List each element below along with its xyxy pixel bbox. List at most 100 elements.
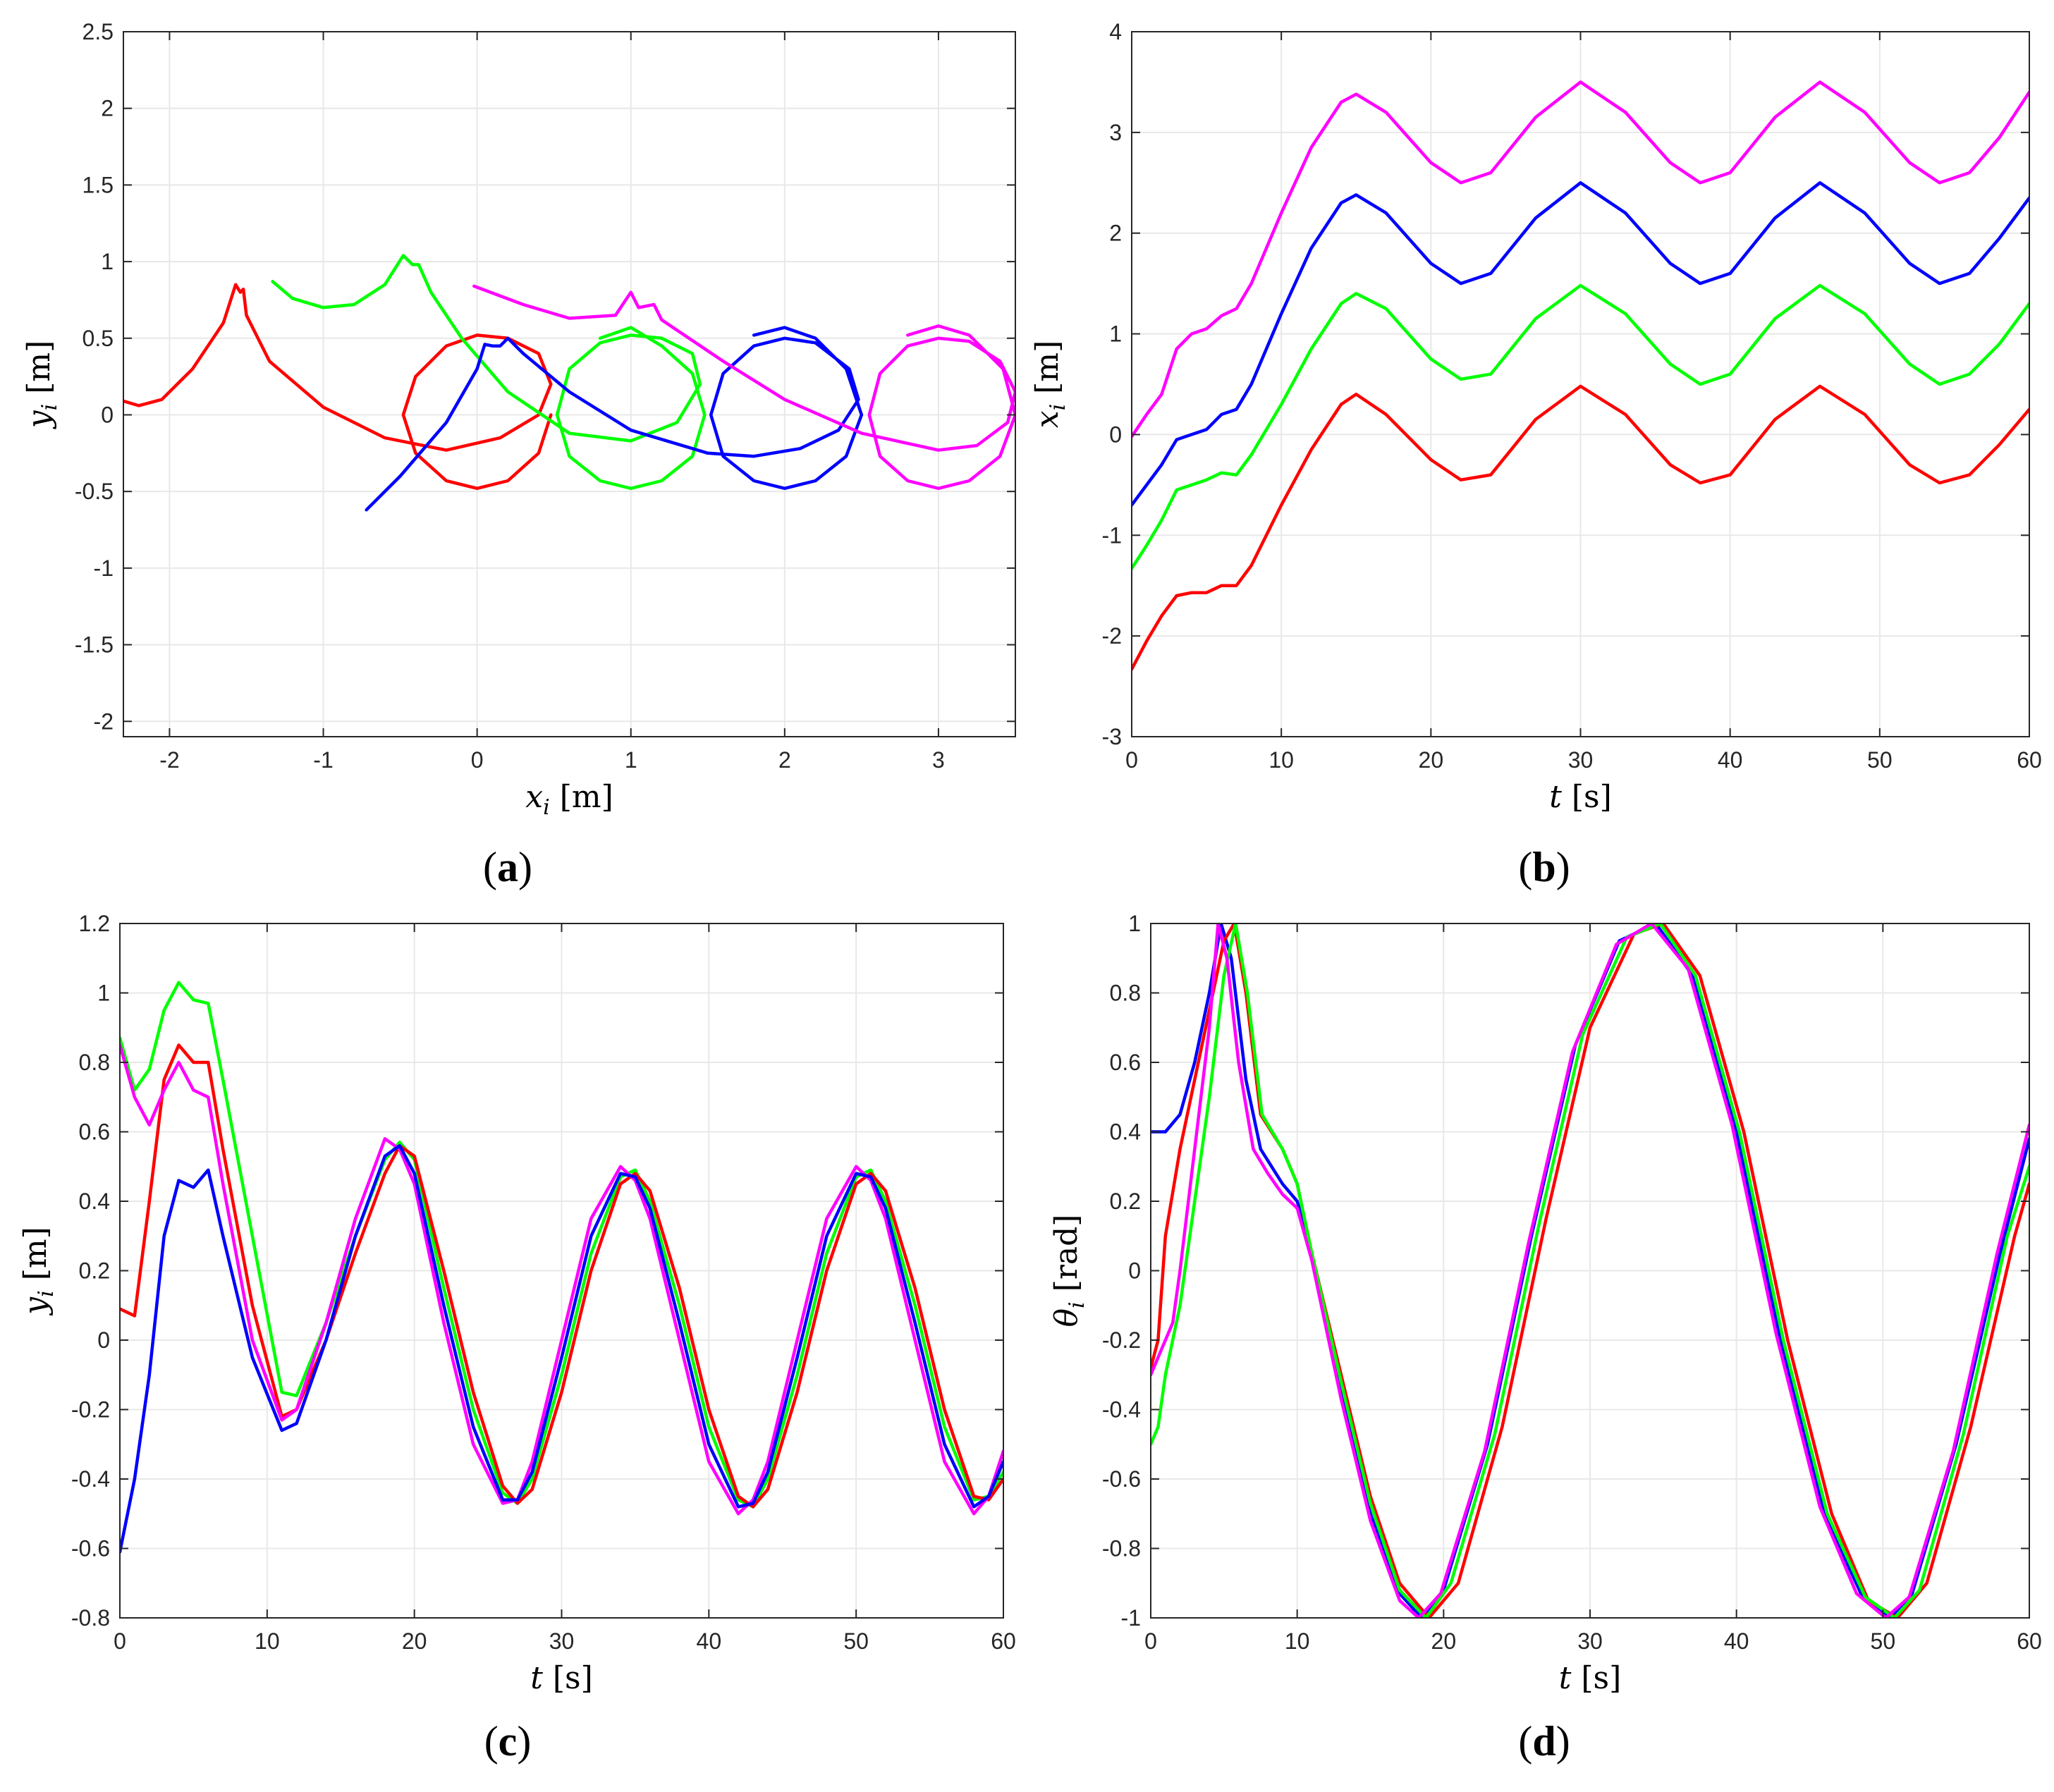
series-line-green	[271, 254, 707, 491]
y-tick-label: 0.4	[1110, 1119, 1141, 1145]
series-line-magenta	[1151, 923, 2029, 1618]
y-axis-unit: [m]	[18, 1227, 54, 1280]
y-tick-label: 0	[101, 402, 114, 427]
y-tick-label: -0.2	[1102, 1327, 1141, 1353]
series-line-green	[1151, 923, 2029, 1618]
y-tick-label: 3	[1109, 120, 1122, 145]
panel-letter: d	[1532, 1718, 1555, 1765]
y-axis-var: x	[1029, 410, 1065, 428]
x-tick-label: 20	[1419, 747, 1444, 773]
y-axis-sub: i	[34, 1290, 59, 1297]
y-axis-label: yi [m]	[18, 1227, 59, 1316]
x-tick-label: 10	[1285, 1628, 1310, 1654]
panel-a: -2 -1 0 1 2 3-2-1.5-1-0.500.511.522.5xi [m]yi[…	[21, 19, 1016, 890]
y-tick-label: 1	[1128, 911, 1141, 936]
panel-label: (a)	[483, 844, 532, 890]
y-tick-label: 0	[97, 1327, 110, 1353]
y-tick-label: -0.5	[75, 479, 114, 504]
panel-label: (b)	[1518, 844, 1570, 890]
x-axis-unit: [s]	[553, 1660, 593, 1696]
x-tick-label: 20	[402, 1628, 427, 1654]
y-tick-label: 2	[101, 96, 114, 121]
panel-letter: b	[1532, 844, 1555, 890]
y-tick-label: -1	[1121, 1605, 1141, 1631]
y-tick-label: 0.2	[1110, 1189, 1141, 1214]
y-tick-label: 0.2	[79, 1258, 110, 1284]
x-tick-label: 30	[1568, 747, 1594, 773]
x-tick-label: 50	[843, 1628, 869, 1654]
panel-letter: a	[497, 844, 518, 890]
series-group	[123, 254, 1015, 512]
y-axis-unit: [m]	[1029, 340, 1065, 394]
y-axis-sub: i	[1065, 1301, 1089, 1308]
series-group	[1132, 80, 2029, 671]
y-tick-label: -1	[94, 556, 114, 581]
y-tick-label: -3	[1102, 724, 1122, 749]
y-tick-label: 0	[1128, 1258, 1141, 1284]
y-axis-var: y	[21, 410, 57, 429]
x-tick-label: 60	[991, 1628, 1016, 1654]
x-axis-unit: [s]	[1581, 1660, 1621, 1696]
y-tick-label: -0.4	[71, 1466, 110, 1492]
series-line-blue	[120, 1143, 1003, 1554]
x-axis-var: t	[1559, 1660, 1572, 1696]
x-axis-unit: [s]	[1572, 779, 1612, 815]
series-line-blue	[365, 326, 864, 512]
y-tick-label: 0	[1109, 422, 1122, 447]
y-tick-label: 0.5	[82, 326, 114, 351]
y-tick-label: 1	[1109, 321, 1122, 347]
x-tick-label: 40	[697, 1628, 722, 1654]
panel-letter: c	[499, 1718, 518, 1765]
y-tick-label: 0.6	[79, 1119, 110, 1145]
y-tick-label: 1.5	[82, 172, 114, 197]
x-axis-var: t	[530, 1660, 543, 1696]
y-tick-label: -2	[1102, 623, 1122, 649]
y-tick-label: 4	[1109, 19, 1122, 44]
series-line-red	[120, 1043, 1003, 1509]
x-tick-label: 30	[1577, 1628, 1603, 1654]
y-tick-label: -1.5	[75, 632, 114, 658]
series-line-blue	[1132, 181, 2029, 507]
x-tick-label: 0	[471, 747, 484, 773]
y-axis-label: θi [rad]	[1049, 1215, 1089, 1327]
x-tick-label: 1	[625, 747, 637, 773]
x-axis-label: t [s]	[1549, 779, 1612, 815]
panel-label: (d)	[1518, 1718, 1570, 1765]
x-tick-label: 60	[2017, 1628, 2042, 1654]
x-axis-var: t	[1549, 779, 1562, 815]
x-tick-label: 2	[778, 747, 791, 773]
y-tick-label: -1	[1102, 522, 1122, 548]
x-axis-label: t [s]	[1559, 1660, 1622, 1696]
y-tick-label: 0.6	[1110, 1050, 1141, 1075]
y-tick-label: -0.4	[1102, 1397, 1141, 1423]
y-axis-sub: i	[1046, 404, 1070, 411]
y-tick-label: -0.6	[71, 1536, 110, 1561]
x-tick-label: 10	[255, 1628, 280, 1654]
series-line-red	[123, 283, 553, 491]
y-axis-unit: [rad]	[1049, 1215, 1084, 1292]
x-tick-label: -1	[313, 747, 333, 773]
series-line-magenta	[1132, 80, 2029, 438]
y-tick-label: -0.2	[71, 1397, 110, 1423]
panel-label: (c)	[484, 1718, 532, 1765]
y-tick-label: 0.8	[1110, 981, 1141, 1006]
y-tick-label: -0.8	[71, 1605, 110, 1631]
x-tick-label: 60	[2017, 747, 2042, 773]
y-tick-label: 1	[101, 249, 114, 274]
y-tick-label: 0.8	[79, 1050, 110, 1075]
x-tick-label: 40	[1724, 1628, 1749, 1654]
y-axis-label: xi [m]	[1029, 340, 1070, 429]
y-axis-var: y	[18, 1296, 54, 1316]
x-tick-label: 0	[1125, 747, 1138, 773]
series-line-magenta	[120, 1043, 1003, 1516]
series-line-magenta	[472, 284, 1015, 491]
y-tick-label: 1	[97, 981, 110, 1006]
x-tick-label: 50	[1871, 1628, 1896, 1654]
y-tick-label: -0.6	[1102, 1466, 1141, 1492]
y-axis-label: yi [m]	[21, 340, 62, 430]
x-axis-var: x	[525, 779, 543, 815]
x-tick-label: 0	[1144, 1628, 1157, 1654]
y-tick-label: -2	[94, 708, 114, 734]
x-tick-label: -2	[159, 747, 179, 773]
